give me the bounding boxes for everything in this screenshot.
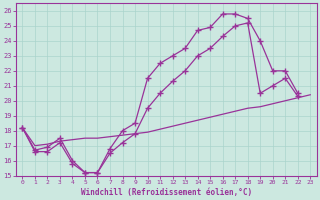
X-axis label: Windchill (Refroidissement éolien,°C): Windchill (Refroidissement éolien,°C) [81, 188, 252, 197]
